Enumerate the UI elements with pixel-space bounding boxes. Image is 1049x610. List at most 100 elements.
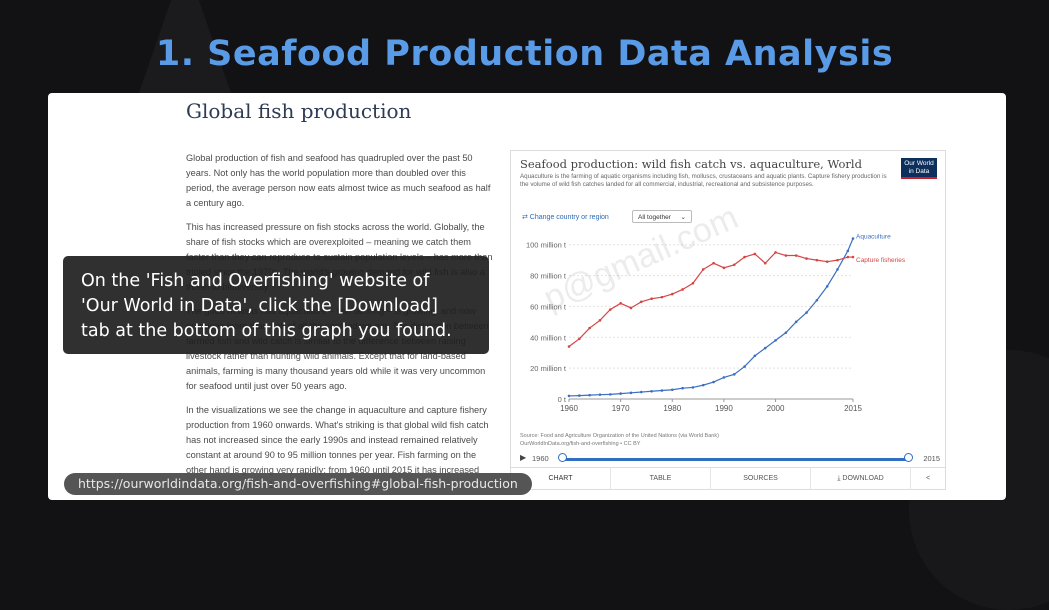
data-point <box>670 292 674 296</box>
x-tick-label: 2015 <box>844 404 862 413</box>
line-chart: 0 t 20 million t 40 million t 60 million t 8… <box>526 234 906 413</box>
timeline: ▶ 1960 2015 <box>520 453 940 465</box>
data-point <box>846 249 850 253</box>
page-title: Global fish production <box>186 99 412 123</box>
data-point <box>763 346 767 350</box>
x-tick-label: 1990 <box>715 404 733 413</box>
data-point <box>681 386 684 390</box>
data-point <box>784 331 788 334</box>
x-tick-label: 2000 <box>767 404 785 413</box>
data-point <box>825 285 829 288</box>
data-point <box>815 258 819 262</box>
x-tick-label: 1960 <box>560 404 578 413</box>
data-point <box>774 251 777 254</box>
y-tick-label: 40 million t <box>530 333 567 342</box>
browser-content: Global fish production Global production… <box>48 93 1006 500</box>
chart-panel: Seafood production: wild fish catch vs. … <box>510 150 946 490</box>
data-point <box>732 263 736 267</box>
data-point <box>794 320 798 324</box>
data-point <box>578 394 581 397</box>
data-point <box>639 390 643 394</box>
x-tick-label: 1970 <box>612 404 630 413</box>
data-point <box>650 389 653 393</box>
chart-source: Source: Food and Agriculture Organizatio… <box>520 432 719 448</box>
chevron-down-icon: ⌄ <box>680 214 686 221</box>
data-point <box>712 261 715 265</box>
x-tick-label: 1980 <box>663 404 681 413</box>
data-point <box>588 326 591 330</box>
data-point <box>836 268 839 271</box>
y-tick-label: 0 t <box>558 395 567 404</box>
data-point <box>836 258 839 262</box>
data-point <box>578 337 581 341</box>
url-bar: https://ourworldindata.org/fish-and-over… <box>64 473 532 495</box>
data-point <box>609 393 612 396</box>
data-point <box>660 295 664 299</box>
data-point <box>825 260 829 263</box>
chart-subtitle: Aquaculture is the farming of aquatic or… <box>520 173 887 188</box>
data-point <box>619 392 622 395</box>
data-point <box>774 339 777 342</box>
data-point <box>851 237 855 240</box>
timeline-end-label: 2015 <box>923 454 940 463</box>
data-point <box>753 252 757 256</box>
data-point <box>846 255 850 259</box>
tab-table[interactable]: TABLE <box>611 468 711 490</box>
data-point <box>851 255 855 259</box>
data-point <box>629 391 633 395</box>
data-point <box>639 300 643 304</box>
data-point <box>722 266 726 270</box>
data-point <box>619 302 622 305</box>
data-point <box>691 386 695 389</box>
data-point <box>681 288 684 291</box>
data-point <box>629 306 633 310</box>
data-point <box>743 365 746 368</box>
data-point <box>805 311 808 314</box>
data-point <box>712 380 715 384</box>
instruction-caption: On the 'Fish and Overfishing' website of… <box>63 256 489 354</box>
y-tick-label: 100 million t <box>526 241 567 250</box>
tab-download[interactable]: ⤓ DOWNLOAD <box>811 468 911 490</box>
data-point <box>650 297 653 301</box>
share-icon[interactable]: < <box>925 475 931 482</box>
tab-sources[interactable]: SOURCES <box>711 468 811 490</box>
data-point <box>660 389 664 392</box>
data-point <box>598 319 602 322</box>
data-point <box>588 393 591 397</box>
slide-heading: 1. Seafood Production Data Analysis <box>155 34 894 74</box>
owid-logo[interactable]: Our World in Data <box>901 158 937 179</box>
data-point <box>701 383 705 387</box>
y-tick-label: 80 million t <box>530 272 567 281</box>
y-tick-label: 20 million t <box>530 364 567 373</box>
data-point <box>794 254 798 257</box>
data-point <box>763 261 767 265</box>
data-point <box>609 308 612 311</box>
series-label: Aquaculture <box>856 234 891 241</box>
data-point <box>753 354 757 358</box>
series-label: Capture fisheries <box>856 257 906 264</box>
chart-tabs: CHART TABLE SOURCES ⤓ DOWNLOAD < <box>511 467 945 490</box>
data-point <box>598 393 602 396</box>
data-point <box>743 255 746 259</box>
chart-title: Seafood production: wild fish catch vs. … <box>520 157 862 171</box>
data-point <box>805 257 808 260</box>
change-country-link[interactable]: ⇄ Change country or region <box>522 214 609 221</box>
series-select-value: All together <box>638 214 671 221</box>
play-icon[interactable]: ▶ <box>520 453 527 462</box>
data-point <box>701 268 705 271</box>
tab-chart[interactable]: CHART <box>511 468 611 490</box>
timeline-end-handle[interactable] <box>904 453 913 462</box>
data-point <box>691 281 695 285</box>
data-point <box>567 394 571 398</box>
data-point <box>722 376 726 379</box>
timeline-start-handle[interactable] <box>558 453 567 462</box>
y-tick-label: 60 million t <box>530 302 567 311</box>
source-line: OurWorldInData.org/fish-and-overfishing … <box>520 441 641 447</box>
data-point <box>732 373 736 376</box>
data-point <box>784 254 788 257</box>
data-point <box>670 388 674 392</box>
timeline-start-label: 1960 <box>532 454 549 463</box>
paragraph: Global production of fish and seafood ha… <box>186 153 491 208</box>
timeline-track[interactable] <box>562 458 908 461</box>
series-select[interactable]: All together ⌄ <box>632 210 692 223</box>
